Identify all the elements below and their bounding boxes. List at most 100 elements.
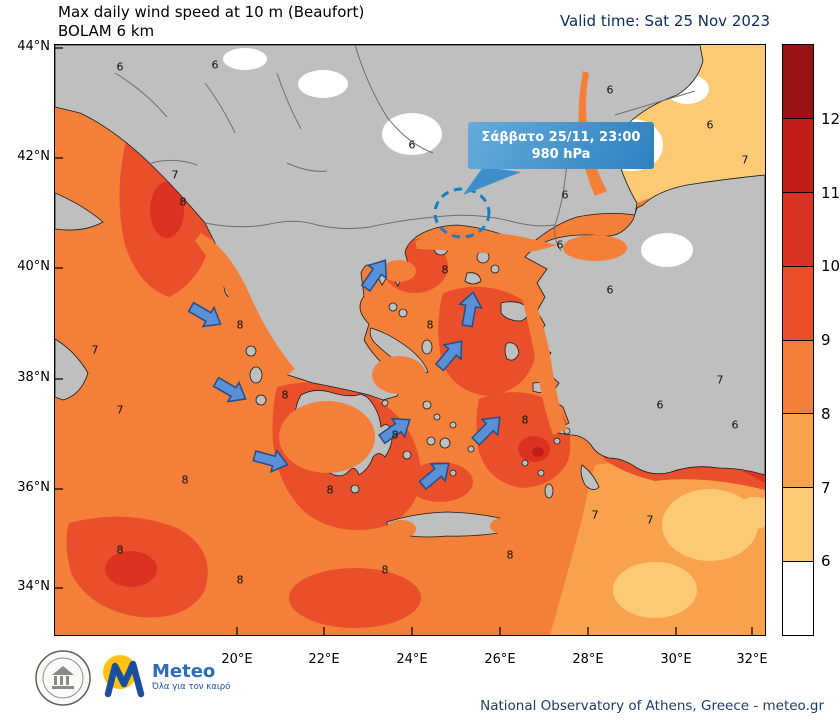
lefkada-island [245,345,257,357]
wind-arrow-icon [458,291,483,328]
colorbar-tick-label: 9 [821,331,831,349]
beaufort-value-label: 7 [171,168,179,182]
lon-axis-label: 28°E [572,652,604,667]
aegina-island [381,399,389,407]
beaufort-value-label: 8 [281,388,289,402]
wind-arrow-icon [360,259,388,293]
dodecanese-island [537,469,545,477]
colorbar-segment [783,191,813,266]
colorbar-tick-label: 10 [821,257,840,276]
colorbar-segment [783,265,813,340]
beaufort-value-label: 8 [521,413,529,427]
lat-axis-label: 44°N [17,39,50,54]
wind-arrow-icon [471,416,501,446]
lat-axis-label: 42°N [17,149,50,164]
wind-arrow-icon [418,462,450,491]
beaufort-value-label: 8 [381,563,389,577]
beaufort-value-label: 8 [441,263,449,277]
beaufort-value-label: 7 [716,373,724,387]
beaufort-value-label: 7 [116,403,124,417]
dodecanese-island [521,459,529,467]
lon-axis-label: 32°E [736,652,768,667]
lon-axis-label: 26°E [484,652,516,667]
kythira-island [350,484,360,494]
beaufort-value-label: 6 [408,138,416,152]
beaufort-value-label: 6 [561,188,569,202]
lat-axis-label: 36°N [17,480,50,495]
wind-arrow-icon [252,448,289,473]
beaufort-value-label: 8 [236,573,244,587]
beaufort-value-label: 6 [556,238,564,252]
sporades-island [388,302,398,312]
lon-axis-label: 22°E [308,652,340,667]
colorbar-segment [783,45,813,118]
lat-axis-label: 34°N [17,579,50,594]
beaufort-colorbar [782,44,814,636]
wind-direction-arrows [187,259,501,491]
cyclades-island [449,421,457,429]
lon-axis-label: 30°E [660,652,692,667]
lat-axis-label: 40°N [17,259,50,274]
beaufort-value-label: 8 [236,318,244,332]
meteo-wordmark: Meteo [152,661,216,683]
beaufort-value-label: 6 [606,283,614,297]
annotation-pressure: 980 hPa [531,146,591,162]
lon-axis-label: 24°E [396,652,428,667]
sporades-island-2 [398,308,408,318]
observatory-seal-logo [35,650,91,706]
lat-axis-label: 38°N [17,370,50,385]
annotation-time: Σάββατο 25/11, 23:00 [481,129,641,145]
beaufort-value-label: 8 [426,318,434,332]
colorbar-segment [783,339,813,414]
colorbar-segment [783,561,813,635]
dodecanese-island [553,437,561,445]
beaufort-value-label: 6 [656,398,664,412]
beaufort-value-label: 8 [391,428,399,442]
wind-arrow-icon [434,340,463,372]
chios-island [504,342,520,361]
beaufort-value-label: 8 [179,195,187,209]
beaufort-value-label: 7 [741,153,749,167]
imbros-island [490,264,500,274]
beaufort-value-label: 6 [731,418,739,432]
meteo-tagline: Όλα για τον καιρό [152,681,231,692]
beaufort-value-label: 7 [591,508,599,522]
colorbar-tick-label: 6 [821,552,831,571]
colorbar-tick-label: 7 [821,478,831,497]
annotation-box: Σάββατο 25/11, 23:00 980 hPa [468,122,654,169]
map-title: Max daily wind speed at 10 m (Beaufort) [58,3,365,21]
cyclades-island [467,445,475,453]
beaufort-value-label: 7 [91,343,99,357]
zakynthos-island [255,394,267,406]
cyclades-island [449,469,457,477]
colorbar-tick-label: 11 [821,183,840,202]
annotation-pointer [463,167,521,195]
rhodes-island [580,464,600,490]
beaufort-value-label: 8 [506,548,514,562]
colorbar-segment [783,413,813,488]
beaufort-value-label: 6 [116,60,124,74]
colorbar-segment [783,117,813,192]
kefalonia-island [249,366,263,384]
beaufort-value-label: 6 [211,58,219,72]
colorbar-tick-label: 12 [821,109,840,128]
meteo-logo: Meteo Όλα για τον καιρό [100,652,230,702]
onshore-wind-areas [195,48,693,538]
wind-arrow-icon [187,301,222,328]
skyros-island [421,339,433,355]
cyclades-island [402,450,412,460]
beaufort-value-label: 8 [326,483,334,497]
cyclades-island [439,437,451,449]
low-pressure-marker-circle [433,187,491,239]
karpathos-island [544,483,554,499]
colorbar-segment [783,487,813,562]
cyclades-island [422,400,432,410]
model-label: BOLAM 6 km [58,22,155,40]
beaufort-value-label: 8 [116,543,124,557]
wind-arrow-icon [377,417,411,445]
meteo-sun-m-icon [103,655,145,698]
calabria-italy [55,338,89,401]
beaufort-value-label: 7 [646,513,654,527]
